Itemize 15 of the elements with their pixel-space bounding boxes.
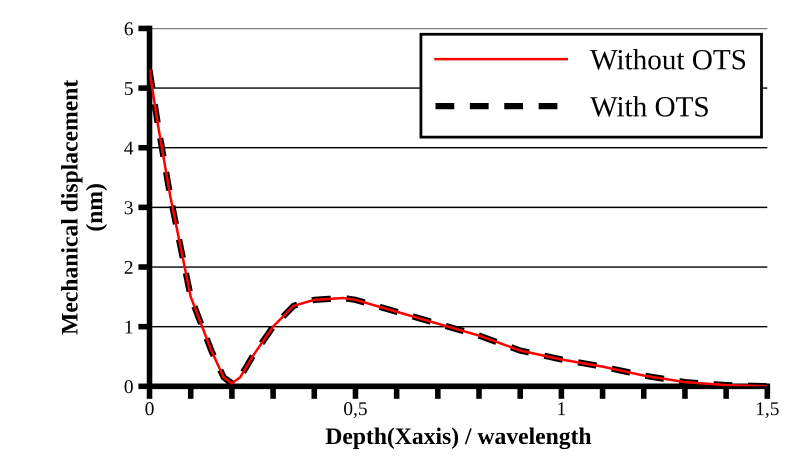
y-tick-label: 4	[124, 142, 134, 154]
x-tick-label: 0,5	[344, 402, 367, 418]
y-tick-label: 3	[124, 201, 133, 214]
x-tick-label: 1	[558, 402, 566, 416]
y-tick-label: 0	[124, 380, 133, 394]
y-tick-label: 5	[124, 82, 133, 96]
y-tick-label: 2	[124, 260, 132, 274]
legend-label: Without OTS	[590, 49, 746, 70]
x-tick-label: 0	[145, 402, 154, 416]
y-tick-label: 1	[126, 320, 132, 334]
legend-label: With OTS	[590, 96, 708, 117]
x-tick-label: 1,5	[756, 402, 779, 418]
y-tick-label: 6	[124, 22, 133, 36]
y-axis-title: Mechanical displacement (nm)	[61, 80, 108, 335]
x-axis-title: Depth(Xaxis) / wavelength	[326, 428, 592, 450]
